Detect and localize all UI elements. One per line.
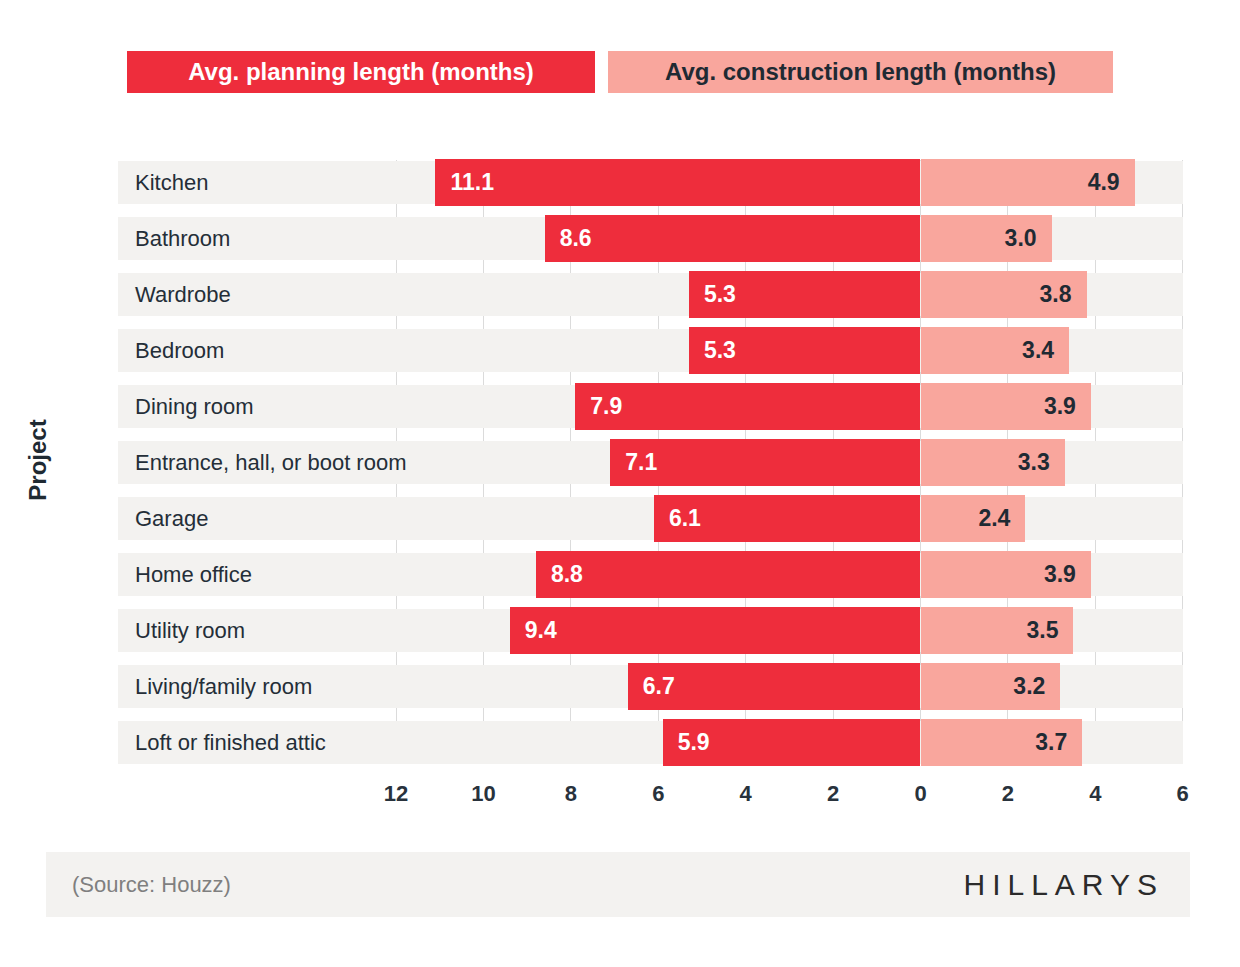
planning-value-label: 6.7: [643, 673, 675, 700]
planning-value-label: 7.9: [590, 393, 622, 420]
category-label: Garage: [135, 497, 208, 540]
planning-value-label: 6.1: [669, 505, 701, 532]
planning-bar: 8.6: [545, 215, 921, 262]
planning-bar: 7.9: [575, 383, 920, 430]
construction-value-label: 3.9: [1044, 393, 1076, 420]
planning-bar: 6.7: [628, 663, 921, 710]
construction-value-label: 2.4: [978, 505, 1010, 532]
x-axis-tick: 6: [628, 781, 688, 807]
x-axis-tick: 4: [716, 781, 776, 807]
planning-bar: 11.1: [435, 159, 920, 206]
construction-bar: 3.0: [921, 215, 1052, 262]
planning-value-label: 7.1: [625, 449, 657, 476]
infographic-page: Avg. planning length (months) Avg. const…: [0, 0, 1240, 967]
planning-bar: 8.8: [536, 551, 921, 598]
planning-bar: 9.4: [510, 607, 921, 654]
construction-value-label: 3.4: [1022, 337, 1054, 364]
category-label: Living/family room: [135, 665, 312, 708]
category-label: Home office: [135, 553, 252, 596]
planning-bar: 5.3: [689, 271, 921, 318]
planning-value-label: 5.9: [678, 729, 710, 756]
category-label: Dining room: [135, 385, 254, 428]
x-axis-tick: 4: [1065, 781, 1125, 807]
category-label: Kitchen: [135, 161, 208, 204]
planning-value-label: 5.3: [704, 337, 736, 364]
construction-value-label: 3.2: [1013, 673, 1045, 700]
construction-value-label: 3.5: [1026, 617, 1058, 644]
construction-bar: 4.9: [921, 159, 1135, 206]
construction-bar: 3.7: [921, 719, 1083, 766]
construction-value-label: 3.0: [1005, 225, 1037, 252]
chart-area: Kitchen 11.1 4.9 Bathroom 8.6 3.0 Wardrobe 5.3 3…: [0, 0, 1240, 967]
construction-bar: 3.8: [921, 271, 1087, 318]
construction-value-label: 4.9: [1088, 169, 1120, 196]
x-axis-tick: 0: [891, 781, 951, 807]
construction-value-label: 3.9: [1044, 561, 1076, 588]
x-axis-tick: 6: [1153, 781, 1213, 807]
source-note: (Source: Houzz): [72, 872, 231, 898]
planning-bar: 5.3: [689, 327, 921, 374]
category-label: Loft or finished attic: [135, 721, 326, 764]
planning-value-label: 8.6: [560, 225, 592, 252]
construction-bar: 3.9: [921, 551, 1091, 598]
x-axis-tick: 12: [366, 781, 426, 807]
construction-value-label: 3.3: [1018, 449, 1050, 476]
construction-bar: 2.4: [921, 495, 1026, 542]
planning-value-label: 5.3: [704, 281, 736, 308]
category-label: Bathroom: [135, 217, 230, 260]
planning-bar: 6.1: [654, 495, 921, 542]
construction-bar: 3.5: [921, 607, 1074, 654]
construction-bar: 3.3: [921, 439, 1065, 486]
construction-bar: 3.4: [921, 327, 1070, 374]
planning-value-label: 11.1: [450, 169, 494, 196]
planning-bar: 7.1: [610, 439, 920, 486]
footer: (Source: Houzz) HILLARYS: [46, 852, 1190, 917]
x-axis-tick: 2: [803, 781, 863, 807]
planning-value-label: 9.4: [525, 617, 557, 644]
category-label: Bedroom: [135, 329, 224, 372]
category-label: Wardrobe: [135, 273, 231, 316]
planning-bar: 5.9: [663, 719, 921, 766]
brand-logo: HILLARYS: [963, 868, 1164, 902]
x-axis-tick: 10: [454, 781, 514, 807]
planning-value-label: 8.8: [551, 561, 583, 588]
category-label: Entrance, hall, or boot room: [135, 441, 406, 484]
x-axis-tick: 2: [978, 781, 1038, 807]
category-label: Utility room: [135, 609, 245, 652]
construction-value-label: 3.8: [1040, 281, 1072, 308]
construction-bar: 3.2: [921, 663, 1061, 710]
construction-value-label: 3.7: [1035, 729, 1067, 756]
construction-bar: 3.9: [921, 383, 1091, 430]
x-axis-tick: 8: [541, 781, 601, 807]
